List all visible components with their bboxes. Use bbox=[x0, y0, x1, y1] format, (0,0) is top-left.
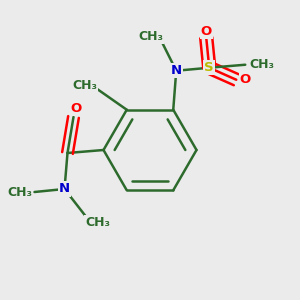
Text: CH₃: CH₃ bbox=[85, 215, 110, 229]
Text: CH₃: CH₃ bbox=[249, 58, 274, 71]
Text: CH₃: CH₃ bbox=[7, 185, 32, 199]
Text: CH₃: CH₃ bbox=[72, 79, 97, 92]
Text: O: O bbox=[71, 101, 82, 115]
Text: O: O bbox=[201, 25, 212, 38]
Text: N: N bbox=[171, 64, 182, 77]
Text: O: O bbox=[240, 73, 251, 86]
Text: N: N bbox=[59, 182, 70, 196]
Text: CH₃: CH₃ bbox=[138, 30, 163, 43]
Text: S: S bbox=[204, 61, 214, 74]
